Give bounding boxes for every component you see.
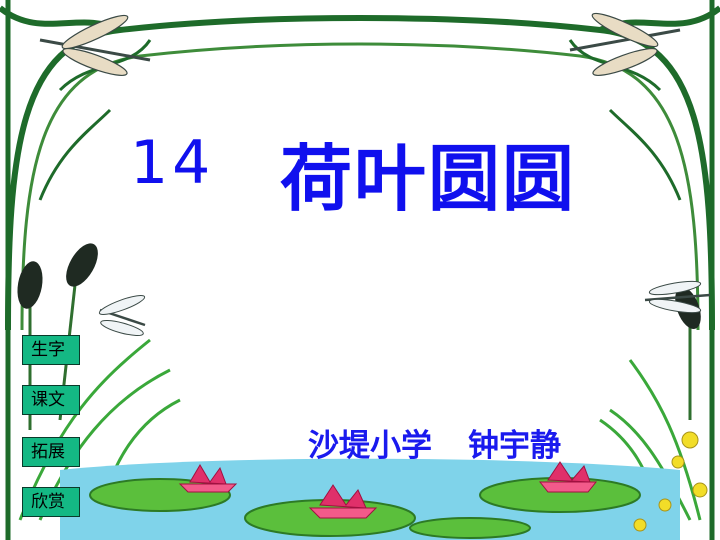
yellow-flowers [633, 431, 708, 532]
nav-button-kewen[interactable]: 课文 [22, 385, 80, 415]
dragonfly-top-left [39, 14, 151, 76]
lesson-number: 14 [130, 128, 215, 198]
dragonfly-mid-left [98, 295, 146, 336]
nav-button-tuozhan[interactable]: 拓展 [22, 437, 80, 467]
author-name: 钟宇静 [468, 428, 561, 464]
slide-title: 14 荷叶圆圆 [130, 120, 690, 221]
lily-pads [89, 477, 641, 539]
dragonfly-right [644, 280, 711, 314]
school-name: 沙堤小学 [308, 428, 432, 464]
author-line: 沙堤小学 钟宇静 [308, 420, 561, 470]
nav-button-shengzi[interactable]: 生字 [22, 335, 80, 365]
dragonfly-top-right [569, 12, 681, 76]
lotus-flowers [178, 461, 598, 519]
nav-button-xinshang[interactable]: 欣赏 [22, 487, 80, 517]
lesson-title: 荷叶圆圆 [280, 137, 577, 221]
